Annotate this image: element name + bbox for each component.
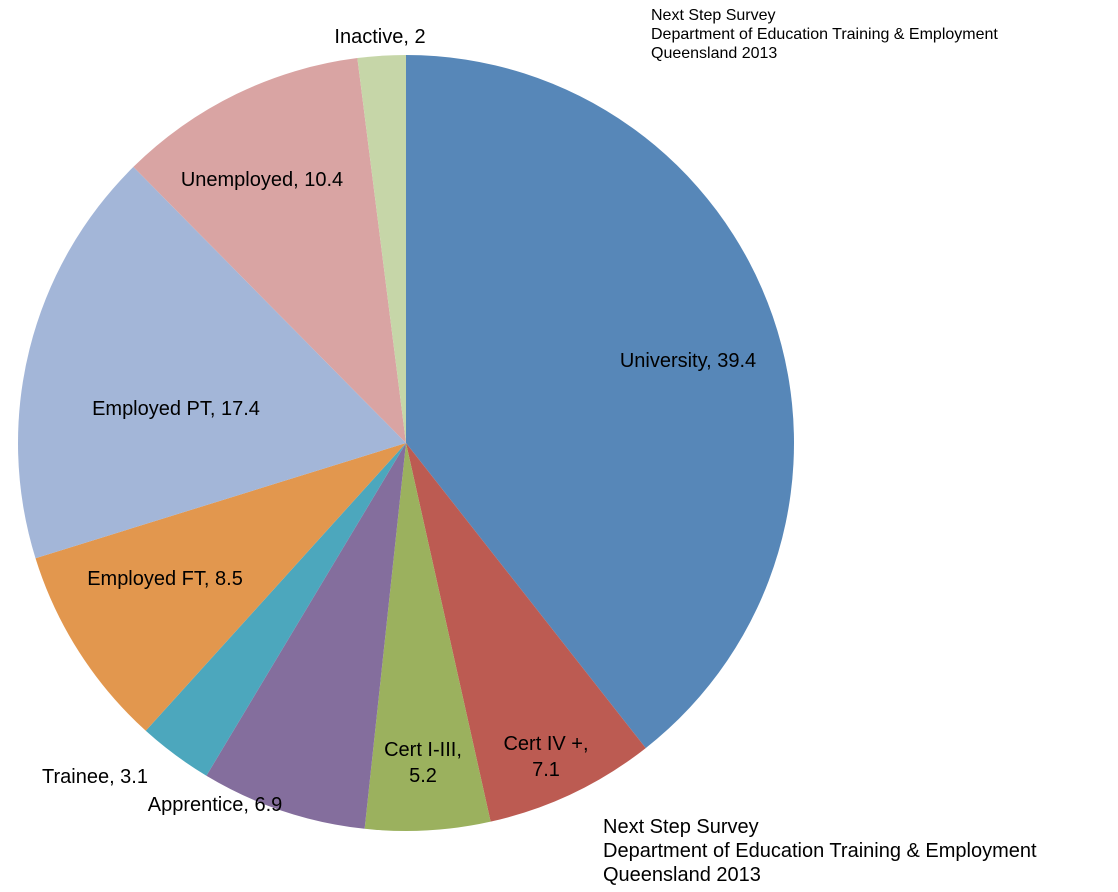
pie-slice xyxy=(364,443,491,831)
data-label: Employed FT, 8.5 xyxy=(87,568,243,590)
data-label: Employed PT, 17.4 xyxy=(92,398,260,420)
annotation-line: Department of Education Training & Emplo… xyxy=(651,26,998,44)
annotation: Next Step Survey Department of Education… xyxy=(651,6,998,64)
pie-slice xyxy=(35,443,406,731)
pie-slice xyxy=(145,443,407,776)
data-label: Unemployed, 10.4 xyxy=(180,169,344,191)
annotation-line: Queensland 2013 xyxy=(603,864,761,886)
data-label: Apprentice, 6.9 xyxy=(147,794,283,816)
data-label: Cert IV +, 7.1 xyxy=(503,733,589,781)
annotation-line: Next Step Survey xyxy=(651,7,776,24)
data-label: Cert I-III, 5.2 xyxy=(384,739,462,787)
pie-slice xyxy=(206,443,406,829)
pie-slice xyxy=(17,166,406,559)
pie-slice xyxy=(133,58,406,443)
annotation-line: Next Step Survey xyxy=(603,816,759,838)
annotation-line: Department of Education Training & Emplo… xyxy=(603,840,1037,862)
annotation: Next Step Survey Department of Education… xyxy=(603,815,1037,887)
pie-slice xyxy=(406,443,646,822)
pie-slice xyxy=(357,55,406,443)
annotation-line: Queensland 2013 xyxy=(651,45,778,63)
data-label: University, 39.4 xyxy=(619,350,757,372)
data-label: Inactive, 2 xyxy=(334,26,426,48)
data-label: Trainee, 3.1 xyxy=(42,766,148,788)
pie-slice xyxy=(406,55,794,749)
